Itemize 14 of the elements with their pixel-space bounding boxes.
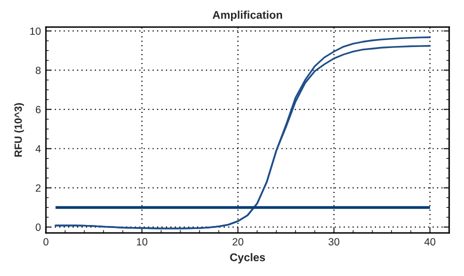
chart-title: Amplification	[212, 10, 282, 22]
x-tick-label: 20	[232, 238, 244, 246]
x-axis-title: Cycles	[230, 253, 266, 264]
x-tick-label: 10	[136, 238, 148, 246]
y-tick-label: 8	[36, 66, 41, 74]
y-tick-label: 2	[36, 184, 41, 192]
y-tick-label: 6	[36, 106, 41, 114]
x-tick-label: 0	[43, 238, 48, 246]
y-tick-label: 0	[36, 224, 41, 231]
x-tick-label: 40	[424, 238, 436, 246]
x-tick-label: 30	[328, 238, 340, 246]
y-tick-label: 4	[36, 145, 41, 152]
y-tick-label: 10	[30, 27, 41, 35]
y-axis-title: RFU (10^3)	[14, 103, 24, 157]
